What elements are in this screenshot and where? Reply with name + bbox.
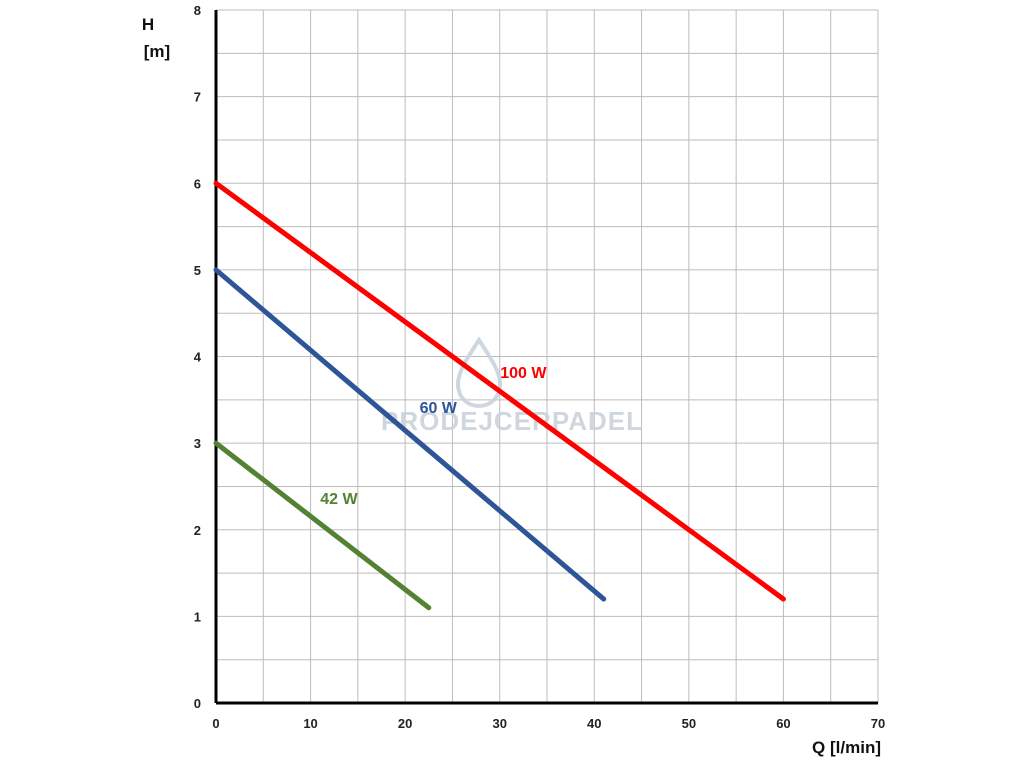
watermark-text: PRODEJCERPADEL [381,406,643,436]
y-axis-title-unit: [m] [144,42,170,61]
series-label-42w: 42 W [320,491,358,508]
y-tick-label: 4 [194,350,202,365]
y-tick-label: 3 [194,436,201,451]
y-tick-label: 5 [194,263,201,278]
series-line-60w [213,267,607,602]
x-tick-label: 30 [492,716,506,731]
grid [216,9,879,703]
y-tick-label: 0 [194,696,201,711]
series-label-100w: 100 W [500,365,547,382]
y-tick-label: 8 [194,3,201,18]
y-tick-label: 6 [194,176,201,191]
x-tick-label: 0 [212,716,219,731]
x-tick-label: 20 [398,716,412,731]
x-tick-label: 10 [303,716,317,731]
series-labels: 100 W 60 W 42 W [320,365,547,508]
x-axis-title: Q [l/min] [812,738,881,757]
x-tick-label: 70 [871,716,885,731]
series-label-60w: 60 W [420,400,458,417]
watermark: PRODEJCERPADEL [381,336,643,436]
axes [214,10,878,705]
series-lines [213,180,786,611]
series-line-42w [213,440,432,611]
y-tick-label: 7 [194,90,201,105]
tick-labels: 0 10 20 30 40 50 60 70 0 1 2 3 4 5 6 7 8 [194,3,885,731]
y-tick-label: 1 [194,609,201,624]
y-tick-label: 2 [194,523,201,538]
water-drop-icon [455,336,503,409]
y-axis-title-symbol: H [142,15,154,34]
x-tick-label: 50 [682,716,696,731]
x-tick-label: 60 [776,716,790,731]
series-line-100w [213,180,786,602]
x-tick-label: 40 [587,716,601,731]
